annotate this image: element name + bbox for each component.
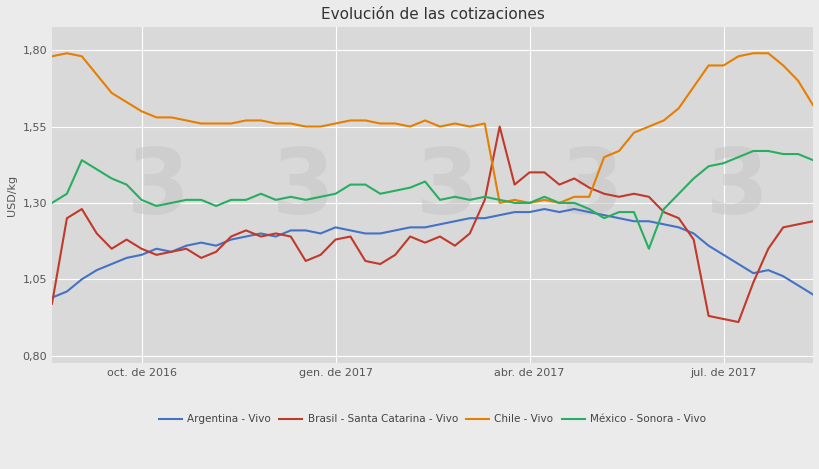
Argentina - Vivo xyxy=(762,267,772,273)
México - Sonora - Vivo xyxy=(748,148,758,154)
Brasil - Santa Catarina - Vivo xyxy=(47,301,57,307)
México - Sonora - Vivo xyxy=(808,157,817,163)
Chile - Vivo xyxy=(494,200,504,206)
México - Sonora - Vivo xyxy=(643,246,653,251)
Argentina - Vivo xyxy=(47,295,57,301)
Brasil - Santa Catarina - Vivo xyxy=(524,170,534,175)
Brasil - Santa Catarina - Vivo xyxy=(494,124,504,129)
Line: Brasil - Santa Catarina - Vivo: Brasil - Santa Catarina - Vivo xyxy=(52,127,812,322)
Title: Evolución de las cotizaciones: Evolución de las cotizaciones xyxy=(320,7,544,22)
Chile - Vivo xyxy=(419,118,429,123)
Brasil - Santa Catarina - Vivo xyxy=(315,252,325,257)
Argentina - Vivo xyxy=(405,225,414,230)
Legend: Argentina - Vivo, Brasil - Santa Catarina - Vivo, Chile - Vivo, México - Sonora : Argentina - Vivo, Brasil - Santa Catarin… xyxy=(155,410,709,429)
Chile - Vivo xyxy=(47,53,57,59)
Argentina - Vivo xyxy=(539,206,549,212)
Argentina - Vivo xyxy=(808,292,817,297)
Line: Argentina - Vivo: Argentina - Vivo xyxy=(52,209,812,298)
Text: 3: 3 xyxy=(704,144,767,233)
Line: México - Sonora - Vivo: México - Sonora - Vivo xyxy=(52,151,812,249)
Brasil - Santa Catarina - Vivo xyxy=(106,246,116,251)
Chile - Vivo xyxy=(808,102,817,108)
Chile - Vivo xyxy=(62,51,72,56)
Brasil - Santa Catarina - Vivo xyxy=(733,319,743,325)
México - Sonora - Vivo xyxy=(450,194,459,200)
Chile - Vivo xyxy=(568,194,578,200)
Brasil - Santa Catarina - Vivo xyxy=(808,219,817,224)
México - Sonora - Vivo xyxy=(405,185,414,190)
Text: 3: 3 xyxy=(271,144,334,233)
Chile - Vivo xyxy=(121,99,131,105)
México - Sonora - Vivo xyxy=(47,200,57,206)
Text: 3: 3 xyxy=(416,144,478,233)
Chile - Vivo xyxy=(464,124,474,129)
México - Sonora - Vivo xyxy=(315,194,325,200)
Argentina - Vivo xyxy=(106,261,116,267)
México - Sonora - Vivo xyxy=(539,194,549,200)
Brasil - Santa Catarina - Vivo xyxy=(450,243,459,249)
Brasil - Santa Catarina - Vivo xyxy=(554,182,563,188)
Line: Chile - Vivo: Chile - Vivo xyxy=(52,53,812,203)
Brasil - Santa Catarina - Vivo xyxy=(405,234,414,239)
México - Sonora - Vivo xyxy=(106,176,116,182)
Argentina - Vivo xyxy=(315,231,325,236)
Text: 3: 3 xyxy=(560,144,623,233)
Argentina - Vivo xyxy=(509,209,519,215)
Chile - Vivo xyxy=(330,121,340,126)
Text: 3: 3 xyxy=(127,144,190,233)
Chile - Vivo xyxy=(539,197,549,203)
Y-axis label: USD/kg: USD/kg xyxy=(7,175,17,216)
Argentina - Vivo xyxy=(554,209,563,215)
México - Sonora - Vivo xyxy=(509,200,519,206)
